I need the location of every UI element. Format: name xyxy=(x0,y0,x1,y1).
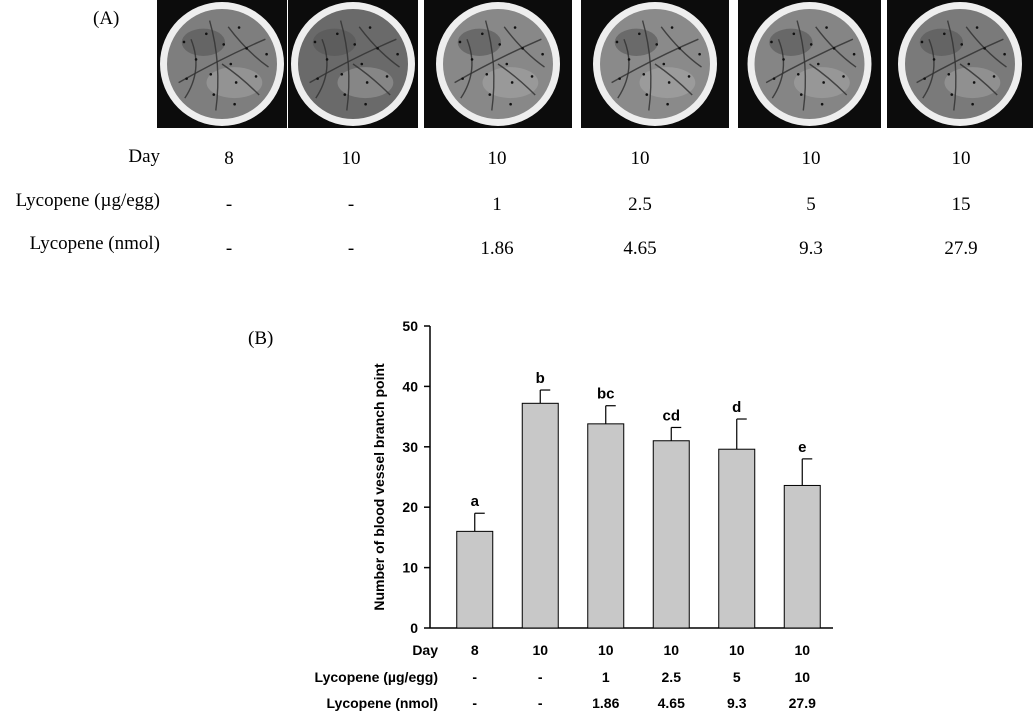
bar xyxy=(652,440,690,629)
panel-a-row-label: Day xyxy=(128,146,160,167)
panel-a-label: (A) xyxy=(93,8,120,29)
y-tick-label: 10 xyxy=(402,560,418,576)
chart-row-cell: 8 xyxy=(471,642,479,658)
chart-row-label: Lycopene (µg/egg) xyxy=(315,669,438,685)
chart-row-cell: 27.9 xyxy=(789,695,816,711)
y-tick-label: 20 xyxy=(402,499,418,515)
significance-letter: bc xyxy=(597,386,615,403)
y-tick-label: 30 xyxy=(402,439,418,455)
panel-a-cell: - xyxy=(347,194,355,215)
chart-row-cell: - xyxy=(538,695,543,711)
bar xyxy=(456,530,494,629)
panel-b-label: (B) xyxy=(248,328,274,349)
chart-row-cell: 9.3 xyxy=(727,695,747,711)
panel-a-cell: 10 xyxy=(951,148,971,169)
chart-row-cell: 10 xyxy=(794,642,810,658)
chorioallantoic-membrane-photo xyxy=(157,0,287,128)
panel-a-cell: 8 xyxy=(224,148,234,169)
panel-a-cell: 15 xyxy=(951,194,971,215)
chart-row-cell: 10 xyxy=(532,642,548,658)
y-tick-label: 50 xyxy=(402,318,418,334)
bar xyxy=(718,448,756,629)
bar xyxy=(521,402,559,629)
bar xyxy=(587,423,625,629)
y-tick-label: 40 xyxy=(402,378,418,394)
chart-row-label: Day xyxy=(412,642,438,658)
panel-a-cell: 1.86 xyxy=(480,238,514,259)
panel-a-cell: - xyxy=(347,238,355,259)
panel-a-cell: 10 xyxy=(801,148,821,169)
panel-a-cell: 10 xyxy=(487,148,507,169)
panel-a-row-label: Lycopene (µg/egg) xyxy=(15,190,160,211)
panel-a-cell: 27.9 xyxy=(944,238,978,259)
panel-a-cell: 9.3 xyxy=(799,238,823,259)
panel-a-cell: 1 xyxy=(492,194,502,215)
chart-row-cell: - xyxy=(472,669,477,685)
chart-row-cell: 10 xyxy=(794,669,810,685)
chart-row-label: Lycopene (nmol) xyxy=(327,695,439,711)
chart-row-cell: 4.65 xyxy=(658,695,685,711)
significance-letter: cd xyxy=(662,407,680,424)
panel-a-cell: 2.5 xyxy=(628,194,652,215)
chorioallantoic-membrane-photo xyxy=(424,0,572,128)
chart-row-cell: - xyxy=(472,695,477,711)
chorioallantoic-membrane-photo xyxy=(581,0,729,128)
chart-row-cell: 10 xyxy=(598,642,614,658)
panel-a-cell: 10 xyxy=(341,148,361,169)
panel-a-cell: 5 xyxy=(806,194,816,215)
chart-row-cell: - xyxy=(538,669,543,685)
y-axis-label: Number of blood vessel branch point xyxy=(371,363,387,611)
significance-letter: d xyxy=(732,399,741,416)
panel-a-cell: 4.65 xyxy=(623,238,657,259)
chorioallantoic-membrane-photo xyxy=(738,0,881,128)
chart-row-cell: 5 xyxy=(733,669,741,685)
y-tick-label: 0 xyxy=(410,620,418,636)
panel-a-cell: 10 xyxy=(630,148,650,169)
chorioallantoic-membrane-photo xyxy=(288,0,418,128)
chart-row-cell: 1 xyxy=(602,669,610,685)
significance-letter: e xyxy=(798,439,806,456)
significance-letter: a xyxy=(471,493,480,510)
chart-row-cell: 10 xyxy=(663,642,679,658)
panel-a-row-label: Lycopene (nmol) xyxy=(29,233,160,254)
chart-row-cell: 2.5 xyxy=(662,669,682,685)
chart-row-cell: 10 xyxy=(729,642,745,658)
bar xyxy=(783,484,821,629)
chorioallantoic-membrane-photo xyxy=(887,0,1033,128)
significance-letter: b xyxy=(536,370,545,387)
panel-a-cell: - xyxy=(225,194,233,215)
chart-row-cell: 1.86 xyxy=(592,695,619,711)
panel-a-cell: - xyxy=(225,238,233,259)
